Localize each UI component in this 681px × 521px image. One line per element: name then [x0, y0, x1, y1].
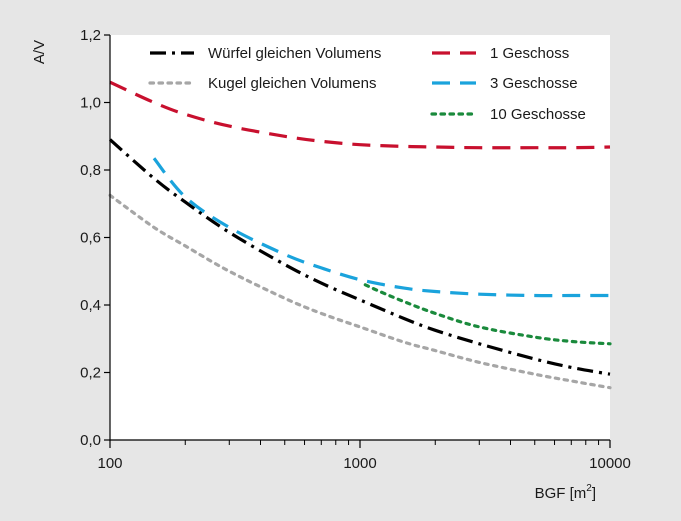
x-axis-label-suffix: ] [592, 485, 596, 502]
x-tick-label: 100 [97, 455, 122, 472]
series-layer [108, 80, 612, 390]
legend-label-10-geschosse: 10 Geschosse [490, 106, 586, 123]
x-tick-label: 10000 [589, 455, 631, 472]
legend: Würfel gleichen Volumens Kugel gleichen V… [148, 45, 586, 123]
y-tick-label: 0,2 [80, 365, 101, 382]
axes-layer: 0,0 0,2 0,4 0,6 0,8 1,0 1,2 100 1000 10000 [80, 27, 631, 472]
legend-label-kugel: Kugel gleichen Volumens [208, 75, 376, 92]
legend-label-3-geschosse: 3 Geschosse [490, 75, 578, 92]
x-tick-label: 1000 [343, 455, 376, 472]
y-tick-label: 1,2 [80, 27, 101, 44]
series-line-10-geschosse [363, 283, 612, 346]
y-tick-label: 0,0 [80, 432, 101, 449]
legend-label-1-geschoss: 1 Geschoss [490, 45, 569, 62]
legend-label-wuerfel: Würfel gleichen Volumens [208, 45, 381, 62]
series-line-1-geschoss [109, 80, 611, 150]
y-tick-label: 0,6 [80, 230, 101, 247]
series-line-wuerfel [108, 138, 611, 376]
series-line-3-geschosse [152, 157, 610, 298]
x-axis-label-main: BGF [m [535, 485, 587, 502]
y-axis-label: A/V [31, 40, 48, 64]
y-tick-label: 0,8 [80, 162, 101, 179]
y-tick-label: 1,0 [80, 95, 101, 112]
series-line-kugel [108, 193, 612, 390]
plot-area [110, 35, 610, 440]
x-axis-label: BGF [m2] [535, 483, 596, 502]
y-tick-label: 0,4 [80, 297, 101, 314]
x-axis-label-superscript: 2 [586, 483, 592, 494]
